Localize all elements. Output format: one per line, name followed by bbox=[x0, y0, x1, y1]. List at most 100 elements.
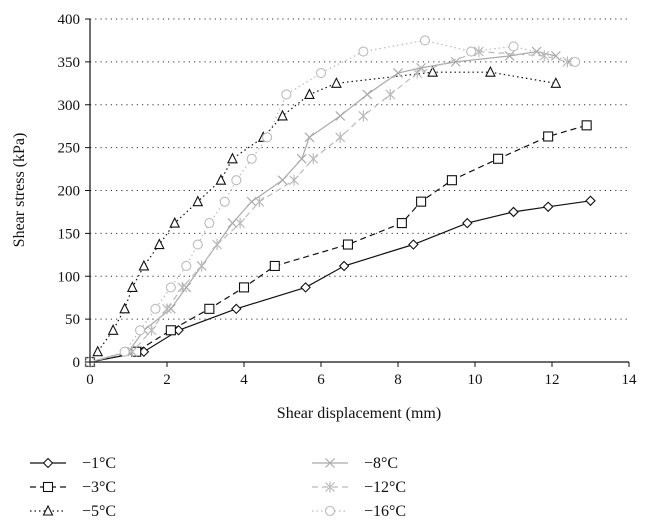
y-tick-label: 300 bbox=[58, 98, 81, 114]
data-point-x bbox=[228, 219, 237, 228]
axes bbox=[85, 19, 629, 367]
data-point-diamond bbox=[301, 283, 310, 292]
y-tick-label: 200 bbox=[58, 184, 81, 200]
data-point-circle bbox=[120, 347, 129, 356]
data-point-circle bbox=[467, 47, 476, 56]
series-line bbox=[90, 201, 591, 362]
legend-item: −8°C bbox=[312, 455, 398, 472]
data-point-circle bbox=[571, 57, 580, 66]
data-point-star bbox=[336, 132, 345, 143]
data-point-star bbox=[290, 175, 299, 186]
data-point-circle bbox=[193, 240, 202, 249]
data-point-x bbox=[394, 69, 403, 78]
data-point-circle bbox=[247, 154, 256, 163]
data-point-square bbox=[270, 261, 279, 270]
data-point-x bbox=[305, 133, 314, 142]
y-tick-label: 150 bbox=[58, 226, 81, 242]
data-point-x bbox=[278, 176, 287, 185]
data-point-circle bbox=[326, 507, 335, 516]
data-point-triangle bbox=[305, 89, 314, 98]
data-point-square bbox=[343, 240, 352, 249]
data-point-diamond bbox=[340, 261, 349, 270]
data-point-x bbox=[247, 197, 256, 206]
x-tick-label: 4 bbox=[240, 372, 248, 388]
x-tick-label: 10 bbox=[468, 372, 483, 388]
data-point-circle bbox=[136, 326, 145, 335]
data-point-square bbox=[166, 326, 175, 335]
data-point-diamond bbox=[232, 304, 241, 313]
data-point-circle bbox=[263, 133, 272, 142]
data-point-star bbox=[413, 68, 422, 79]
data-point-x bbox=[297, 154, 306, 163]
data-point-square bbox=[447, 176, 456, 185]
series-layer bbox=[86, 36, 596, 368]
data-point-square bbox=[205, 304, 214, 313]
legend-label: −1°C bbox=[82, 455, 116, 472]
legend-label: −16°C bbox=[364, 503, 406, 520]
y-tick-label: 350 bbox=[58, 55, 81, 71]
series-1 bbox=[86, 196, 596, 366]
data-point-star bbox=[147, 325, 156, 336]
data-point-square bbox=[544, 132, 553, 141]
x-tick-label: 0 bbox=[86, 372, 94, 388]
data-point-triangle bbox=[170, 218, 179, 227]
legend-item: −16°C bbox=[312, 503, 406, 520]
x-axis-title: Shear displacement (mm) bbox=[277, 405, 441, 422]
data-point-diamond bbox=[463, 219, 472, 228]
data-point-diamond bbox=[409, 240, 418, 249]
data-point-diamond bbox=[586, 196, 595, 205]
data-point-star bbox=[359, 110, 368, 121]
legend-label: −8°C bbox=[364, 455, 398, 472]
y-tick-label: 400 bbox=[58, 12, 81, 28]
data-point-triangle bbox=[428, 67, 437, 76]
data-point-triangle bbox=[193, 197, 202, 206]
legend-label: −12°C bbox=[364, 479, 406, 496]
data-point-diamond bbox=[509, 207, 518, 216]
x-tick-label: 6 bbox=[317, 372, 325, 388]
y-axis-title: Shear stress (kPa) bbox=[11, 133, 28, 248]
data-point-circle bbox=[220, 197, 229, 206]
data-point-triangle bbox=[278, 111, 287, 120]
data-point-triangle bbox=[120, 304, 129, 313]
series-line bbox=[90, 52, 556, 362]
data-point-x bbox=[363, 90, 372, 99]
data-point-star bbox=[386, 89, 395, 100]
data-point-square bbox=[494, 154, 503, 163]
data-point-triangle bbox=[93, 347, 102, 356]
data-point-triangle bbox=[228, 154, 237, 163]
x-tick-label: 14 bbox=[622, 372, 638, 388]
y-tick-label: 50 bbox=[65, 312, 80, 328]
data-point-star bbox=[309, 153, 318, 164]
data-point-triangle bbox=[155, 240, 164, 249]
data-point-diamond bbox=[544, 202, 553, 211]
y-tick-label: 100 bbox=[58, 269, 81, 285]
grid bbox=[90, 19, 629, 319]
data-point-circle bbox=[166, 283, 175, 292]
legend-label: −3°C bbox=[82, 479, 116, 496]
x-tick-label: 12 bbox=[545, 372, 560, 388]
series-3 bbox=[86, 67, 561, 366]
data-point-circle bbox=[420, 36, 429, 45]
legend: −1°C −3°C −5°C −8°C −12°C −16°C bbox=[30, 455, 406, 520]
data-point-triangle bbox=[128, 282, 137, 291]
data-point-diamond bbox=[44, 459, 53, 468]
data-point-circle bbox=[282, 90, 291, 99]
data-point-circle bbox=[317, 69, 326, 78]
data-point-circle bbox=[151, 304, 160, 313]
x-tick-label: 2 bbox=[163, 372, 171, 388]
series-line bbox=[90, 125, 587, 362]
data-point-circle bbox=[205, 219, 214, 228]
series-line bbox=[90, 72, 556, 362]
legend-item: −5°C bbox=[30, 503, 116, 520]
data-point-square bbox=[44, 483, 53, 492]
data-point-square bbox=[397, 219, 406, 228]
y-tick-label: 250 bbox=[58, 141, 81, 157]
series-4 bbox=[86, 47, 561, 366]
data-point-star bbox=[236, 218, 245, 229]
data-point-triangle bbox=[332, 78, 341, 87]
data-point-square bbox=[240, 283, 249, 292]
x-tick-label: 8 bbox=[394, 372, 402, 388]
data-point-star bbox=[197, 260, 206, 271]
data-point-x bbox=[336, 111, 345, 120]
data-point-circle bbox=[182, 261, 191, 270]
